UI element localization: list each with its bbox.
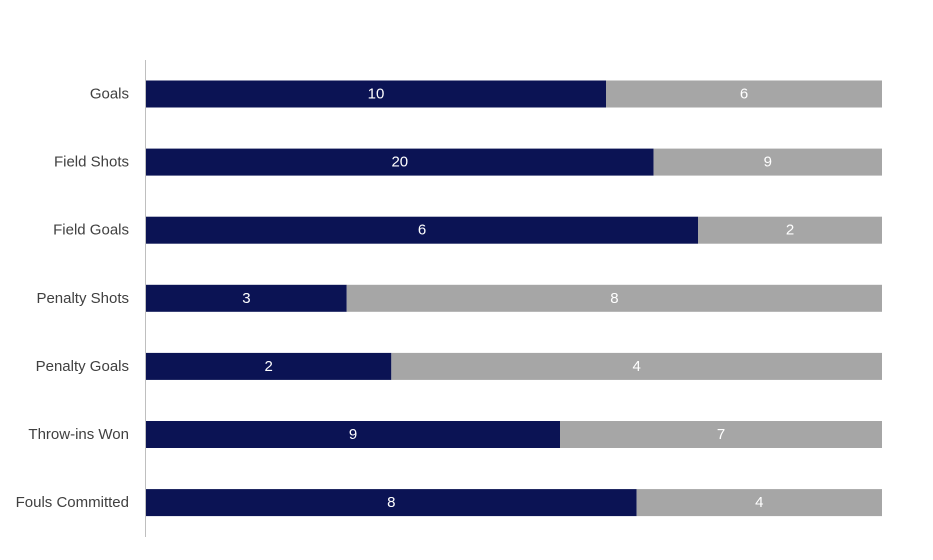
bar-field-shots-series-2 bbox=[653, 148, 882, 176]
bar-throw-ins-won-series-2 bbox=[560, 421, 882, 448]
category-label-fouls-committed: Fouls Committed bbox=[16, 494, 129, 511]
bar-goals-series-1 bbox=[146, 80, 606, 108]
category-label-penalty-shots: Penalty Shots bbox=[36, 290, 129, 307]
bar-throw-ins-won-series-1 bbox=[146, 421, 560, 448]
category-label-field-goals: Field Goals bbox=[53, 222, 129, 239]
bar-penalty-goals-series-2 bbox=[391, 352, 882, 380]
category-label-goals: Goals bbox=[90, 86, 129, 103]
data-label-penalty-shots-series-1: 3 bbox=[242, 290, 250, 307]
bar-field-shots-series-1 bbox=[146, 148, 654, 176]
bar-field-goals-series-1 bbox=[146, 216, 698, 244]
data-label-penalty-goals-series-2: 4 bbox=[632, 358, 640, 375]
data-label-field-shots-series-2: 9 bbox=[764, 154, 772, 171]
bar-goals-series-2 bbox=[606, 80, 882, 108]
data-label-throw-ins-won-series-1: 9 bbox=[349, 426, 357, 443]
category-label-penalty-goals: Penalty Goals bbox=[36, 358, 129, 375]
data-label-fouls-committed-series-1: 8 bbox=[387, 494, 395, 511]
data-label-penalty-shots-series-2: 8 bbox=[610, 290, 618, 307]
bar-fouls-committed-series-2 bbox=[636, 489, 882, 517]
bar-fouls-committed-series-1 bbox=[146, 489, 637, 517]
bar-field-goals-series-2 bbox=[698, 216, 882, 244]
data-label-field-goals-series-2: 2 bbox=[786, 222, 794, 239]
data-label-field-shots-series-1: 20 bbox=[391, 154, 408, 171]
bar-penalty-shots-series-1 bbox=[146, 284, 347, 312]
category-label-throw-ins-won: Throw-ins Won bbox=[28, 426, 129, 443]
data-label-field-goals-series-1: 6 bbox=[418, 222, 426, 239]
data-label-throw-ins-won-series-2: 7 bbox=[717, 426, 725, 443]
bars: 10 6 20 9 6 2 3 8 2 4 9 7 8 4 bbox=[146, 80, 882, 517]
category-axis-labels: Goals Field Shots Field Goals Penalty Shots… bbox=[16, 86, 129, 512]
bar-penalty-shots-series-2 bbox=[346, 284, 882, 312]
data-label-goals-series-1: 10 bbox=[368, 86, 385, 103]
data-label-fouls-committed-series-2: 4 bbox=[755, 494, 763, 511]
bar-penalty-goals-series-1 bbox=[146, 352, 392, 380]
category-label-field-shots: Field Shots bbox=[54, 154, 129, 171]
data-label-penalty-goals-series-1: 2 bbox=[264, 358, 272, 375]
data-label-goals-series-2: 6 bbox=[740, 86, 748, 103]
